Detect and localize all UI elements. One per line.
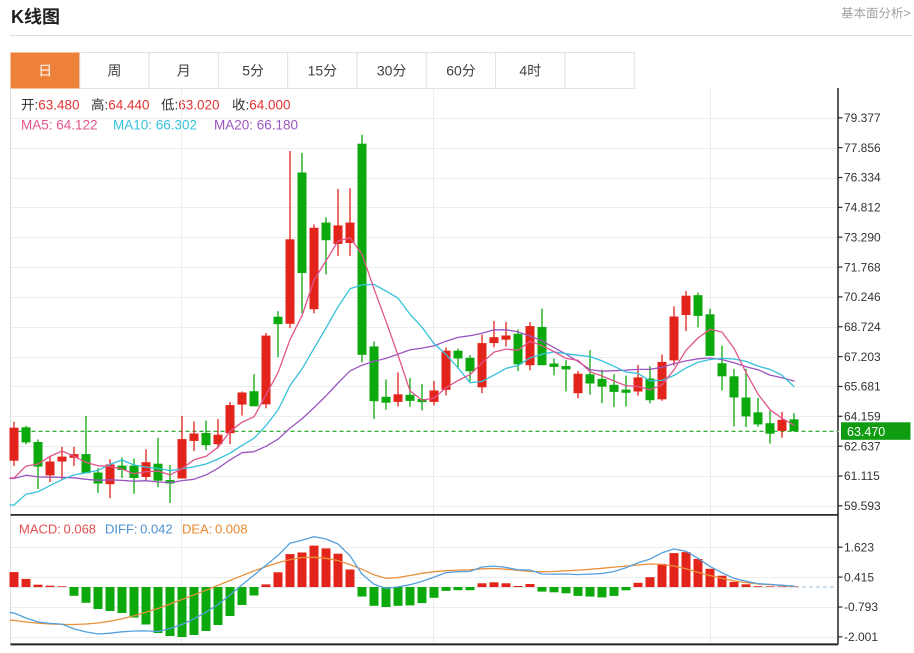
svg-text:73.290: 73.290 — [844, 230, 881, 244]
svg-text:68.724: 68.724 — [844, 320, 881, 334]
svg-text:74.812: 74.812 — [844, 201, 881, 215]
svg-text:67.203: 67.203 — [844, 350, 881, 364]
svg-text::64.440: :64.440 — [105, 98, 150, 113]
svg-text:-0.793: -0.793 — [844, 600, 878, 614]
svg-text::64.000: :64.000 — [246, 98, 291, 113]
svg-text:5: 5 — [242, 63, 250, 79]
svg-text:64.159: 64.159 — [844, 410, 881, 424]
svg-text:63.470: 63.470 — [847, 425, 885, 439]
svg-text:70.246: 70.246 — [844, 290, 881, 304]
svg-text:59.593: 59.593 — [844, 499, 881, 513]
svg-text:0.415: 0.415 — [844, 570, 874, 584]
svg-text:4: 4 — [519, 63, 527, 79]
svg-text:>: > — [904, 7, 911, 21]
svg-text:79.377: 79.377 — [844, 111, 881, 125]
svg-text:-2.001: -2.001 — [844, 630, 878, 644]
svg-text:71.768: 71.768 — [844, 260, 881, 274]
svg-text:77.856: 77.856 — [844, 141, 881, 155]
svg-text:61.115: 61.115 — [844, 469, 880, 483]
svg-text:15: 15 — [308, 63, 324, 79]
svg-text:65.681: 65.681 — [844, 380, 881, 394]
svg-text:62.637: 62.637 — [844, 439, 881, 453]
svg-text:60: 60 — [446, 63, 462, 79]
svg-text:K: K — [11, 7, 24, 27]
svg-text:1.623: 1.623 — [844, 540, 874, 554]
svg-text::63.020: :63.020 — [175, 98, 220, 113]
svg-text::63.480: :63.480 — [35, 98, 80, 113]
svg-text:30: 30 — [377, 63, 393, 79]
svg-text:76.334: 76.334 — [844, 171, 881, 185]
